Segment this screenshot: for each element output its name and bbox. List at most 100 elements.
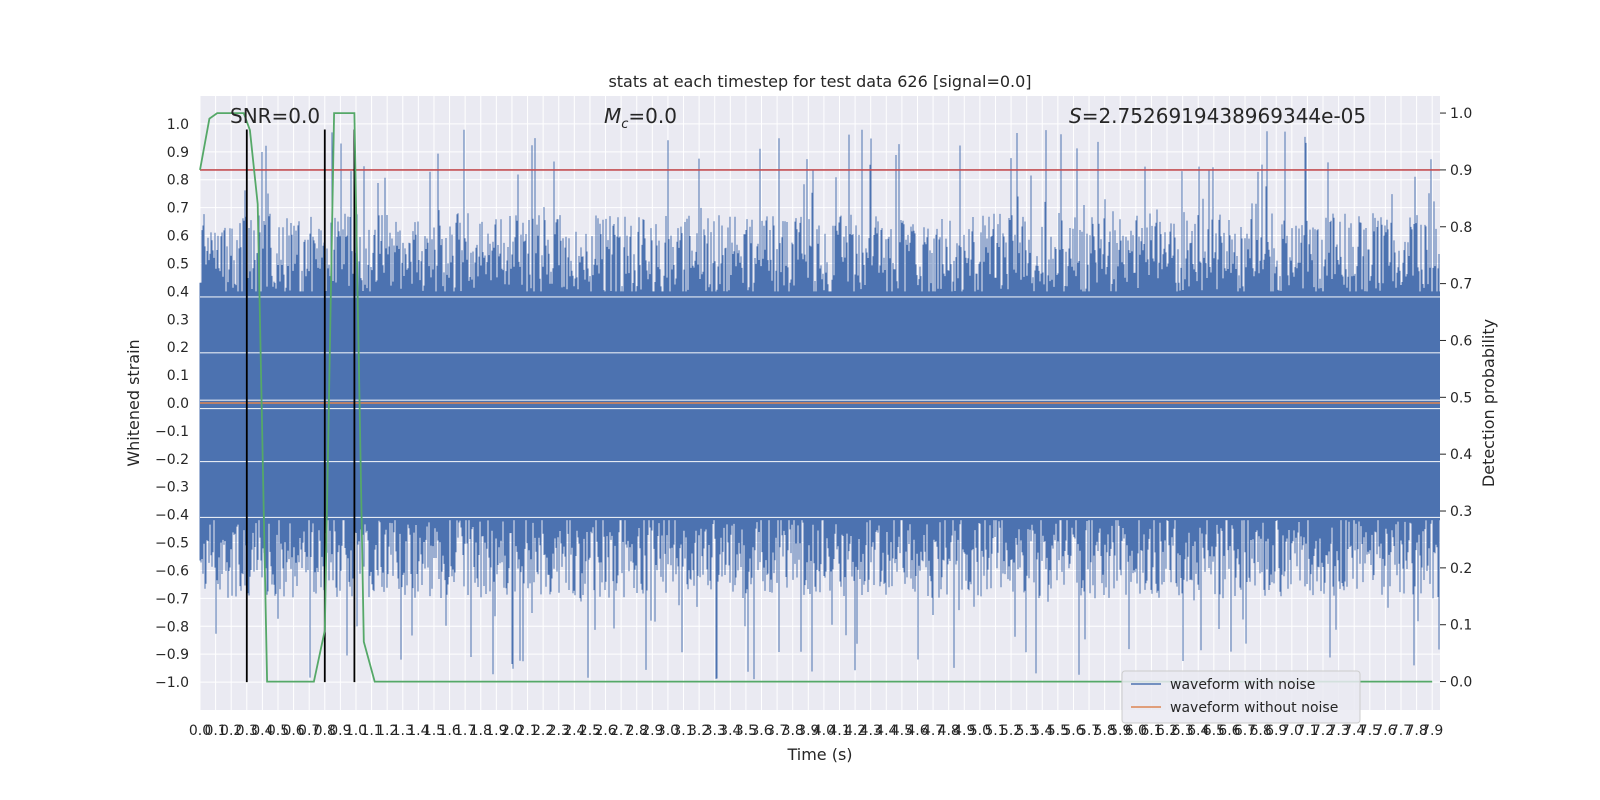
x-tick-label: 7.2: [1312, 723, 1334, 739]
x-tick-label: 7.7: [1390, 723, 1412, 739]
x-tick-label: 2.6: [594, 723, 616, 739]
x-tick-label: 5.2: [1000, 723, 1022, 739]
y-left-tick-label: −0.8: [155, 619, 189, 635]
x-tick-label: 7.0: [1281, 723, 1303, 739]
y-right-tick-label: 0.6: [1450, 333, 1472, 349]
chart-title: stats at each timestep for test data 626…: [608, 72, 1031, 91]
y-left-tick-label: 0.5: [167, 256, 189, 272]
y-right-tick-label: 0.1: [1450, 618, 1472, 634]
x-tick-label: 1.5: [423, 723, 445, 739]
s-annotation: S=2.7526919438969344e-05: [1069, 104, 1366, 128]
snr-annotation: SNR=0.0: [230, 104, 320, 128]
x-tick-label: 0.3: [236, 723, 258, 739]
y-left-tick-label: 0.7: [167, 201, 189, 217]
y-right-tick-label: 0.4: [1450, 447, 1472, 463]
x-tick-label: 2.3: [548, 723, 570, 739]
x-tick-label: 0.8: [314, 723, 336, 739]
x-tick-label: 2.9: [641, 723, 663, 739]
x-tick-label: 1.3: [392, 723, 414, 739]
y-left-tick-label: 0.8: [167, 173, 189, 189]
x-tick-labels: 0.00.10.20.30.40.50.60.70.80.91.01.11.21…: [189, 723, 1443, 739]
x-tick-label: 3.3: [704, 723, 726, 739]
x-tick-label: 7.6: [1374, 723, 1396, 739]
x-tick-label: 3.6: [750, 723, 772, 739]
x-tick-label: 4.4: [875, 723, 897, 739]
x-tick-label: 0.5: [267, 723, 289, 739]
legend-box: [1121, 670, 1361, 724]
x-tick-label: 6.8: [1249, 723, 1271, 739]
y-left-tick-label: −0.3: [155, 480, 189, 496]
x-tick-label: 2.0: [501, 723, 523, 739]
y-left-tick-label: 0.0: [167, 396, 189, 412]
x-tick-label: 6.3: [1172, 723, 1194, 739]
x-tick-label: 5.5: [1047, 723, 1069, 739]
y-left-tick-label: 0.3: [167, 312, 189, 328]
x-tick-label: 0.6: [282, 723, 304, 739]
x-tick-label: 6.0: [1125, 723, 1147, 739]
x-tick-label: 3.0: [657, 723, 679, 739]
y-left-tick-label: −0.9: [155, 647, 189, 663]
x-tick-label: 5.6: [1062, 723, 1084, 739]
x-tick-label: 7.8: [1405, 723, 1427, 739]
x-tick-label: 3.2: [688, 723, 710, 739]
x-tick-label: 2.1: [516, 723, 538, 739]
y-right-tick-label: 0.7: [1450, 277, 1472, 293]
x-tick-label: 1.7: [454, 723, 476, 739]
x-tick-label: 0.1: [204, 723, 226, 739]
legend: waveform with noise waveform without noi…: [1121, 670, 1361, 724]
y-right-tick-label: 0.8: [1450, 220, 1472, 236]
x-tick-label: 1.4: [407, 723, 429, 739]
x-tick-label: 6.6: [1218, 723, 1240, 739]
x-tick-label: 5.9: [1109, 723, 1131, 739]
y-right-tick-label: 0.5: [1450, 390, 1472, 406]
x-tick-label: 5.1: [984, 723, 1006, 739]
x-tick-label: 1.0: [345, 723, 367, 739]
x-tick-label: 4.3: [860, 723, 882, 739]
y-left-tick-label: −0.5: [155, 536, 189, 552]
x-tick-label: 7.4: [1343, 723, 1365, 739]
y-left-tick-label: 0.2: [167, 340, 189, 356]
x-tick-label: 2.8: [626, 723, 648, 739]
x-tick-label: 4.1: [828, 723, 850, 739]
x-tick-label: 5.0: [969, 723, 991, 739]
y-left-tick-labels: −1.0 −0.9 −0.8 −0.7 −0.6 −0.5 −0.4 −0.3 −0.2 −0.1…: [155, 117, 189, 691]
y-right-tick-label: 0.0: [1450, 675, 1472, 691]
y-right-tick-label: 1.0: [1450, 106, 1472, 122]
x-tick-label: 6.5: [1203, 723, 1225, 739]
x-tick-label: 0.4: [251, 723, 273, 739]
y-axis-label-right: Detection probability: [1479, 319, 1498, 487]
x-tick-label: 2.5: [579, 723, 601, 739]
x-axis-label: Time (s): [786, 745, 852, 764]
y-left-tick-label: 0.1: [167, 368, 189, 384]
x-tick-label: 4.0: [813, 723, 835, 739]
y-left-tick-label: −0.6: [155, 563, 189, 579]
lines: [199, 112, 1440, 683]
x-tick-label: 2.2: [532, 723, 554, 739]
x-tick-label: 2.7: [610, 723, 632, 739]
y-left-tick-label: −0.7: [155, 591, 189, 607]
x-tick-label: 0.0: [189, 723, 211, 739]
x-tick-label: 7.1: [1296, 723, 1318, 739]
y-left-tick-label: −1.0: [155, 675, 189, 691]
x-tick-label: 5.3: [1016, 723, 1038, 739]
x-tick-label: 3.7: [766, 723, 788, 739]
x-tick-label: 7.3: [1327, 723, 1349, 739]
x-tick-label: 0.7: [298, 723, 320, 739]
y-right-tick-label: 0.2: [1450, 561, 1472, 577]
noise-series: [199, 129, 1440, 680]
x-tick-label: 1.2: [376, 723, 398, 739]
x-tick-label: 1.8: [470, 723, 492, 739]
y-right-tick-label: 0.3: [1450, 504, 1472, 520]
mc-annotation: Mc=0.0: [604, 104, 677, 132]
y-left-tick-label: −0.2: [155, 452, 189, 468]
x-tick-label: 5.4: [1031, 723, 1053, 739]
x-tick-label: 1.6: [438, 723, 460, 739]
y-right-tick-labels: 0.0 0.1 0.2 0.3 0.4 0.5 0.6 0.7 0.8 0.9 1.0: [1440, 106, 1472, 691]
y-left-tick-label: 0.6: [167, 229, 189, 245]
x-tick-label: 4.6: [906, 723, 928, 739]
x-tick-label: 3.5: [735, 723, 757, 739]
x-tick-label: 3.8: [782, 723, 804, 739]
x-tick-label: 4.7: [922, 723, 944, 739]
x-tick-label: 3.4: [719, 723, 741, 739]
x-tick-label: 7.9: [1421, 723, 1443, 739]
